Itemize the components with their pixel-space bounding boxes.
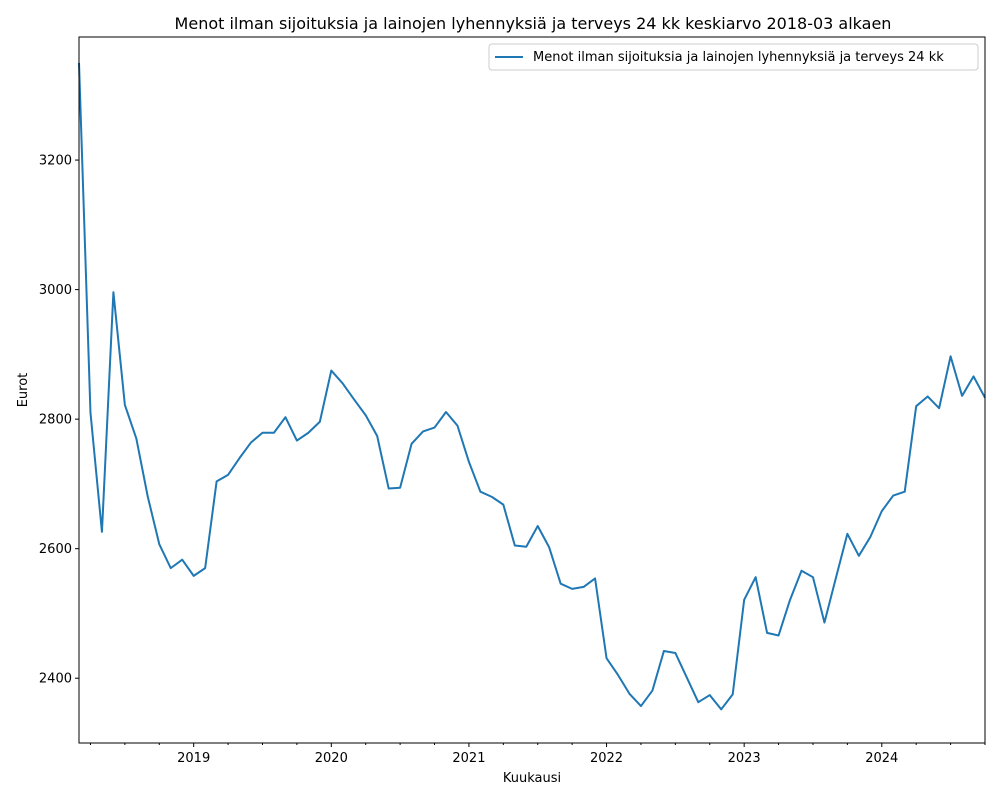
x-axis: 2019 2020 2021 2022 2023 2024: [89, 743, 986, 766]
x-tick-label: 2024: [865, 751, 898, 766]
plot-frame: [79, 37, 985, 743]
legend-entry-label: Menot ilman sijoituksia ja lainojen lyhe…: [533, 50, 944, 65]
chart-title: Menot ilman sijoituksia ja lainojen lyhe…: [175, 14, 892, 33]
x-tick-label: 2023: [728, 751, 761, 766]
x-axis-label: Kuukausi: [503, 771, 561, 786]
legend: Menot ilman sijoituksia ja lainojen lyhe…: [488, 43, 979, 71]
x-tick-label: 2019: [177, 751, 210, 766]
y-axis-label: Eurot: [16, 373, 31, 408]
legend-box: [488, 43, 979, 71]
plot-area: [78, 36, 986, 744]
y-axis: 2400 2600 2800 3000 3200: [39, 154, 79, 687]
y-tick-label: 2400: [39, 672, 72, 687]
series-line-0: [78, 62, 986, 711]
y-tick-label: 3200: [39, 154, 72, 169]
axes-border: [78, 36, 986, 744]
y-tick-label: 3000: [39, 283, 72, 298]
x-tick-label: 2021: [452, 751, 485, 766]
x-tick-label: 2020: [315, 751, 348, 766]
x-tick-label: 2022: [590, 751, 623, 766]
y-tick-label: 2600: [39, 542, 72, 557]
y-tick-label: 2800: [39, 413, 72, 428]
